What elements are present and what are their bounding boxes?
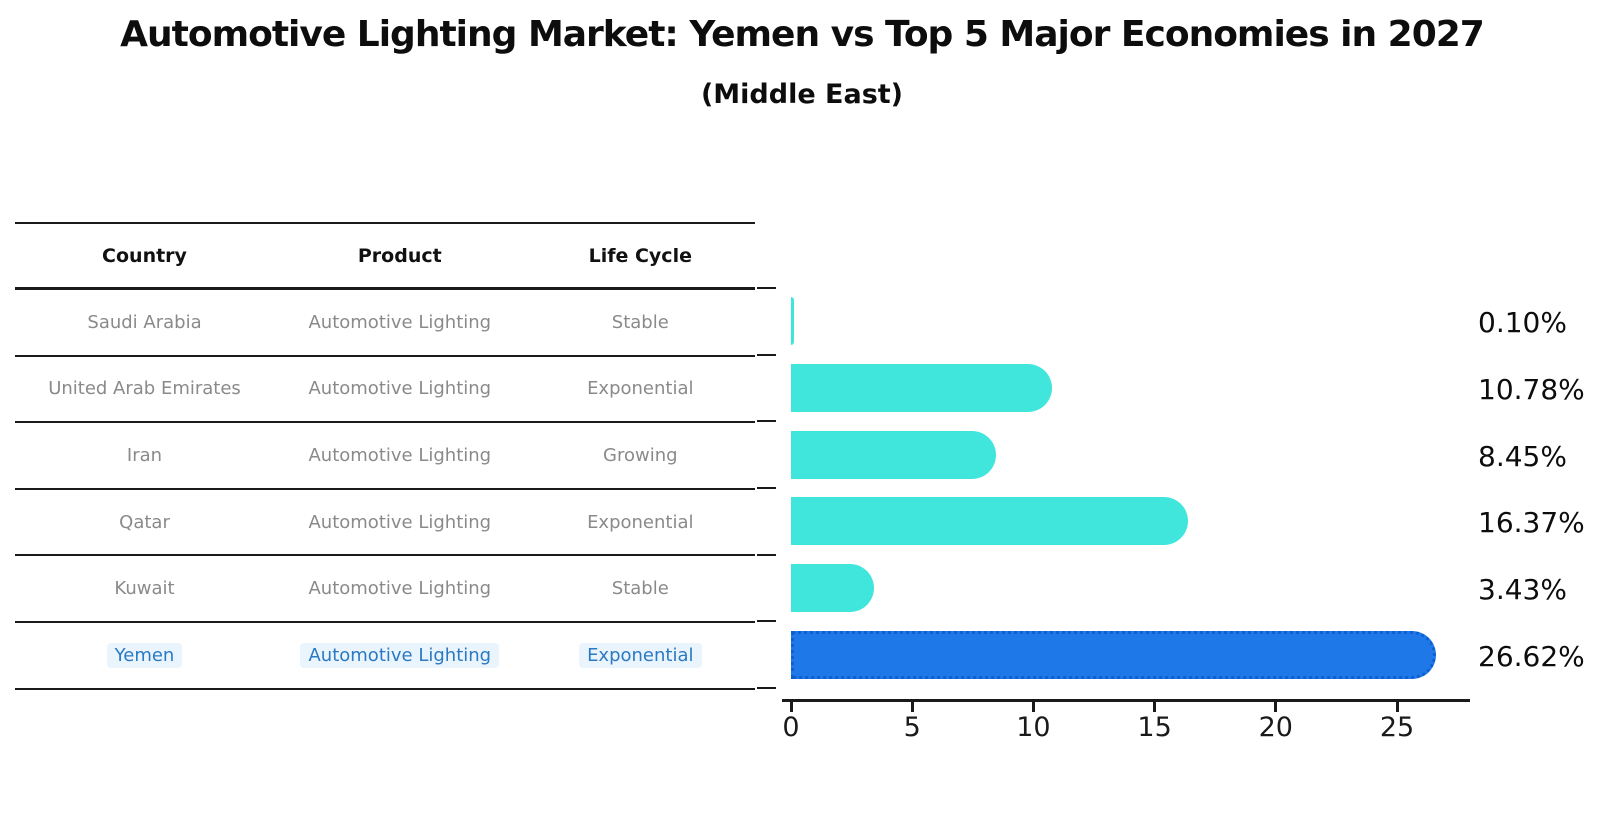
x-axis-tick-label: 5 bbox=[903, 712, 921, 743]
x-axis-tick bbox=[910, 701, 914, 712]
cell-text: Automotive Lighting bbox=[308, 578, 492, 600]
cell-life-cycle: Stable bbox=[526, 312, 755, 333]
page-title: Automotive Lighting Market: Yemen vs Top… bbox=[120, 14, 1485, 55]
cell-product: Automotive Lighting bbox=[274, 378, 526, 399]
page-subtitle: (Middle East) bbox=[700, 79, 904, 110]
value-label-yemen: 26.62% bbox=[1478, 639, 1585, 673]
cell-text: Qatar bbox=[119, 511, 170, 533]
table-row-united-arab-emirates: United Arab Emirates Automotive Lighting E… bbox=[15, 357, 755, 424]
bar-kuwait bbox=[791, 564, 875, 612]
cell-text: Automotive Lighting bbox=[308, 444, 492, 466]
cell-product: Automotive Lighting bbox=[274, 512, 526, 533]
bar-iran bbox=[791, 430, 996, 479]
x-axis-tick bbox=[1395, 701, 1399, 712]
bar-united-arab-emirates bbox=[791, 364, 1053, 412]
x-axis-tick-label: 0 bbox=[782, 712, 800, 743]
cell-text: Exponential bbox=[587, 511, 694, 533]
cell-life-cycle: Exponential bbox=[526, 378, 755, 399]
cell-text: Automotive Lighting bbox=[308, 311, 492, 333]
y-axis-tick bbox=[757, 287, 776, 289]
value-label-saudi-arabia: 0.10% bbox=[1478, 306, 1567, 340]
x-axis-tick bbox=[789, 701, 793, 712]
cell-life-cycle: Growing bbox=[526, 445, 755, 466]
y-axis-tick bbox=[757, 487, 776, 489]
y-axis-tick bbox=[757, 687, 776, 690]
y-axis-tick bbox=[757, 620, 776, 623]
x-axis-tick bbox=[1153, 701, 1157, 712]
value-label-qatar: 16.37% bbox=[1478, 506, 1585, 540]
cell-text: Stable bbox=[611, 311, 669, 333]
cell-country: Kuwait bbox=[15, 578, 274, 599]
cell-country: Saudi Arabia bbox=[15, 312, 274, 333]
x-axis-tick-label: 25 bbox=[1379, 712, 1415, 743]
cell-text: Automotive Lighting bbox=[308, 378, 492, 400]
cell-country: Qatar bbox=[15, 512, 274, 533]
value-label-united-arab-emirates: 10.78% bbox=[1478, 373, 1585, 406]
x-axis-tick-label: 10 bbox=[1016, 712, 1051, 743]
column-header-life-cycle: Life Cycle bbox=[588, 244, 692, 267]
cell-text: Iran bbox=[126, 444, 163, 466]
table-header-row: Country Product Life Cycle bbox=[15, 224, 755, 290]
cell-text: Stable bbox=[611, 578, 669, 600]
cell-country: Yemen bbox=[15, 642, 274, 668]
cell-life-cycle: Exponential bbox=[526, 512, 755, 533]
table-row-qatar: Qatar Automotive Lighting Exponential bbox=[15, 490, 755, 557]
x-axis-tick bbox=[1274, 701, 1278, 712]
cell-product: Automotive Lighting bbox=[274, 445, 526, 466]
cell-life-cycle: Stable bbox=[526, 578, 755, 599]
y-axis-tick bbox=[757, 553, 776, 556]
cell-text: Yemen bbox=[106, 642, 183, 668]
x-axis-tick-label: 20 bbox=[1258, 712, 1293, 743]
cell-text: Exponential bbox=[579, 642, 702, 668]
cell-text: Growing bbox=[603, 444, 678, 466]
table-row-yemen: Yemen Automotive Lighting Exponential bbox=[15, 623, 755, 690]
x-axis-line bbox=[782, 699, 1470, 702]
table-row-saudi-arabia: Saudi Arabia Automotive Lighting Stable bbox=[15, 290, 755, 357]
bar-yemen bbox=[791, 630, 1437, 679]
bar-qatar bbox=[791, 497, 1188, 546]
table-row-iran: Iran Automotive Lighting Growing bbox=[15, 423, 755, 490]
bar-saudi-arabia bbox=[791, 297, 794, 346]
cell-text: Automotive Lighting bbox=[308, 511, 492, 533]
cell-country: Iran bbox=[15, 445, 274, 466]
cell-product: Automotive Lighting bbox=[274, 312, 526, 333]
table-body: Saudi Arabia Automotive Lighting Stable Uni… bbox=[15, 290, 755, 690]
table-row-kuwait: Kuwait Automotive Lighting Stable bbox=[15, 556, 755, 623]
cell-text: Automotive Lighting bbox=[300, 642, 500, 668]
x-axis-tick bbox=[1031, 701, 1035, 712]
cell-text: United Arab Emirates bbox=[48, 378, 241, 400]
value-label-kuwait: 3.43% bbox=[1478, 573, 1567, 606]
cell-country: United Arab Emirates bbox=[15, 378, 274, 399]
y-axis-tick bbox=[757, 420, 776, 423]
value-label-iran: 8.45% bbox=[1478, 439, 1567, 473]
cell-life-cycle: Exponential bbox=[526, 642, 755, 668]
y-axis-tick bbox=[757, 353, 776, 356]
country-table: Country Product Life Cycle Saudi Arabia A… bbox=[15, 222, 755, 690]
column-header-country: Country bbox=[102, 244, 187, 267]
cell-text: Exponential bbox=[587, 378, 694, 400]
cell-product: Automotive Lighting bbox=[274, 578, 526, 599]
cell-text: Kuwait bbox=[114, 578, 175, 600]
cell-product: Automotive Lighting bbox=[274, 642, 526, 668]
cell-text: Saudi Arabia bbox=[87, 311, 202, 333]
column-header-product: Product bbox=[357, 244, 442, 267]
x-axis-tick-label: 15 bbox=[1137, 712, 1172, 743]
